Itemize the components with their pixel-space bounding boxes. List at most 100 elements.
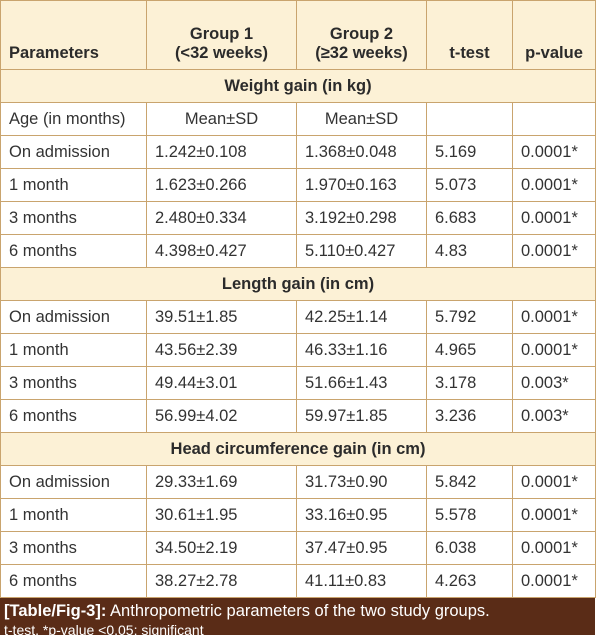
cell: 0.0001*: [512, 564, 596, 598]
cell: 5.842: [426, 465, 513, 499]
cell: 1.623±0.266: [146, 168, 297, 202]
cell: 56.99±4.02: [146, 399, 297, 433]
caption: [Table/Fig-3]: Anthropometric parameters…: [0, 598, 595, 635]
cell: 42.25±1.14: [296, 300, 427, 334]
cell: On admission: [0, 300, 147, 334]
cell: 6 months: [0, 564, 147, 598]
cell: 1.970±0.163: [296, 168, 427, 202]
cell: 0.0001*: [512, 234, 596, 268]
cell: 49.44±3.01: [146, 366, 297, 400]
cell: 0.003*: [512, 399, 596, 433]
cell: 43.56±2.39: [146, 333, 297, 367]
cell: 6 months: [0, 399, 147, 433]
cell: 3 months: [0, 366, 147, 400]
cell: 5.169: [426, 135, 513, 169]
cell: 3 months: [0, 201, 147, 235]
cell: 0.003*: [512, 366, 596, 400]
subheader-cell: Mean±SD: [296, 102, 427, 136]
cell: 33.16±0.95: [296, 498, 427, 532]
cell: 5.578: [426, 498, 513, 532]
cell: 3 months: [0, 531, 147, 565]
data-row: 3 months 2.480±0.334 3.192±0.298 6.683 0.000…: [0, 201, 596, 235]
cell: 0.0001*: [512, 168, 596, 202]
data-row: 6 months 4.398±0.427 5.110±0.427 4.83 0.0001…: [0, 234, 596, 268]
cell: 0.0001*: [512, 498, 596, 532]
header-line: p-value: [525, 44, 583, 62]
header-cell: Parameters: [0, 0, 147, 70]
cell: 2.480±0.334: [146, 201, 297, 235]
header-line: (<32 weeks): [174, 44, 269, 62]
cell: 4.263: [426, 564, 513, 598]
cell: 0.0001*: [512, 465, 596, 499]
data-row: 3 months 49.44±3.01 51.66±1.43 3.178 0.003*: [0, 366, 596, 400]
cell: 41.11±0.83: [296, 564, 427, 598]
cell: 59.97±1.85: [296, 399, 427, 433]
cell: 0.0001*: [512, 135, 596, 169]
cell: 5.110±0.427: [296, 234, 427, 268]
cell: 5.073: [426, 168, 513, 202]
caption-text: Anthropometric parameters of the two stu…: [110, 602, 490, 620]
header-cell: p-value: [512, 0, 596, 70]
cell: 6.683: [426, 201, 513, 235]
cell: 3.236: [426, 399, 513, 433]
caption-label: [Table/Fig-3]:: [4, 602, 107, 620]
section-row: Length gain (in cm): [0, 267, 596, 301]
cell: 0.0001*: [512, 300, 596, 334]
header-line: t-test: [449, 44, 490, 62]
cell: 34.50±2.19: [146, 531, 297, 565]
cell: 4.965: [426, 333, 513, 367]
cell: 5.792: [426, 300, 513, 334]
header-cell: t-test: [426, 0, 513, 70]
header-line: Group 1: [189, 25, 254, 43]
section-title: Length gain (in cm): [0, 267, 596, 301]
cell: 3.192±0.298: [296, 201, 427, 235]
cell: 37.47±0.95: [296, 531, 427, 565]
data-row: 6 months 38.27±2.78 41.11±0.83 4.263 0.0001*: [0, 564, 596, 598]
cell: 4.83: [426, 234, 513, 268]
cell: 3.178: [426, 366, 513, 400]
cell: On admission: [0, 135, 147, 169]
header-row: Parameters Group 1 (<32 weeks) Group 2 (≥32 …: [0, 0, 596, 70]
cell: 1.242±0.108: [146, 135, 297, 169]
subheader-cell: Age (in months): [0, 102, 147, 136]
cell: 38.27±2.78: [146, 564, 297, 598]
section-row: Weight gain (in kg): [0, 69, 596, 103]
cell: 6.038: [426, 531, 513, 565]
data-row: 1 month 43.56±2.39 46.33±1.16 4.965 0.0001*: [0, 333, 596, 367]
cell: 1 month: [0, 333, 147, 367]
cell: 1 month: [0, 168, 147, 202]
data-row: 6 months 56.99±4.02 59.97±1.85 3.236 0.003*: [0, 399, 596, 433]
section-row: Head circumference gain (in cm): [0, 432, 596, 466]
header-line: (≥32 weeks): [315, 44, 408, 62]
cell: 6 months: [0, 234, 147, 268]
data-row: On admission 29.33±1.69 31.73±0.90 5.842 0.0…: [0, 465, 596, 499]
header-line: Group 2: [329, 25, 394, 43]
cell: 29.33±1.69: [146, 465, 297, 499]
table-body: Weight gain (in kg) Age (in months) Mean±S…: [0, 69, 596, 598]
cell: 31.73±0.90: [296, 465, 427, 499]
data-table: Parameters Group 1 (<32 weeks) Group 2 (≥32 …: [0, 0, 596, 598]
cell: 0.0001*: [512, 333, 596, 367]
data-row: On admission 1.242±0.108 1.368±0.048 5.169 0…: [0, 135, 596, 169]
cell: On admission: [0, 465, 147, 499]
section-title: Head circumference gain (in cm): [0, 432, 596, 466]
header-cell: Group 1 (<32 weeks): [146, 0, 297, 70]
subheader-row: Age (in months) Mean±SD Mean±SD: [0, 102, 596, 136]
cell: 46.33±1.16: [296, 333, 427, 367]
header-line: Parameters: [9, 44, 99, 62]
cell: 0.0001*: [512, 531, 596, 565]
cell: 1.368±0.048: [296, 135, 427, 169]
data-row: 3 months 34.50±2.19 37.47±0.95 6.038 0.0001*: [0, 531, 596, 565]
cell: 30.61±1.95: [146, 498, 297, 532]
cell: 1 month: [0, 498, 147, 532]
cell: 4.398±0.427: [146, 234, 297, 268]
data-row: 1 month 1.623±0.266 1.970±0.163 5.073 0.0001…: [0, 168, 596, 202]
subheader-cell: [426, 102, 513, 136]
data-row: 1 month 30.61±1.95 33.16±0.95 5.578 0.0001*: [0, 498, 596, 532]
subheader-cell: Mean±SD: [146, 102, 297, 136]
section-title: Weight gain (in kg): [0, 69, 596, 103]
cell: 51.66±1.43: [296, 366, 427, 400]
data-row: On admission 39.51±1.85 42.25±1.14 5.792 0.0…: [0, 300, 596, 334]
caption-note: t-test, *p-value <0.05: significant: [4, 622, 204, 635]
